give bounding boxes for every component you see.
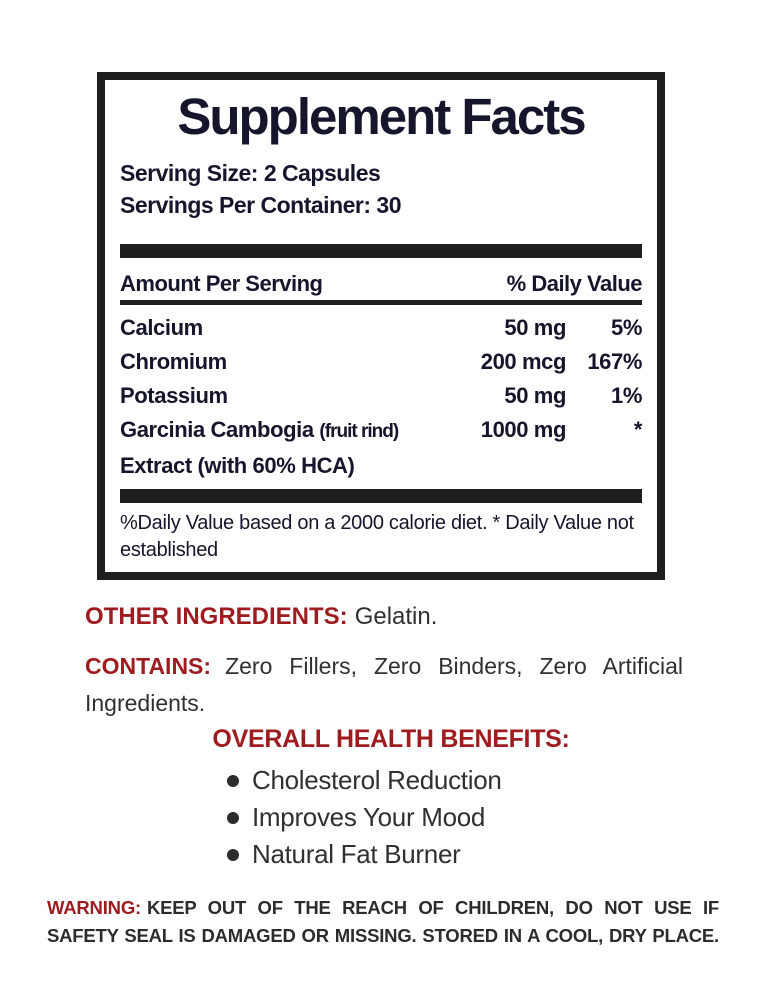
daily-value-footnote: %Daily Value based on a 2000 calorie die…	[120, 512, 634, 561]
table-row: Garcinia Cambogia (fruit rind) 1000 mg *	[120, 413, 642, 449]
divider-bar-bottom	[120, 489, 642, 503]
header-rule	[120, 300, 642, 305]
table-row: Calcium 50 mg 5%	[120, 311, 642, 345]
nutrient-daily-value: 1%	[611, 383, 642, 408]
supplement-facts-panel: Supplement Facts Serving Size: 2 Capsule…	[97, 72, 665, 580]
bullet-icon	[227, 811, 239, 824]
nutrient-amount: 1000 mg	[480, 417, 567, 442]
warning-label: WARNING:	[47, 897, 141, 918]
other-ingredients-section: OTHER INGREDIENTS: Gelatin.	[85, 601, 437, 633]
servings-per-container: Servings Per Container: 30	[120, 192, 402, 218]
list-item: Improves Your Mood	[227, 799, 697, 836]
benefit-text: Improves Your Mood	[252, 802, 486, 832]
nutrient-amount: 50 mg	[504, 315, 566, 340]
bullet-icon	[227, 848, 239, 861]
table-row: Potassium 50 mg 1%	[120, 379, 642, 413]
serving-size: Serving Size: 2 Capsules	[120, 160, 381, 186]
table-row: Chromium 200 mcg 167%	[120, 345, 642, 379]
other-ingredients-value: Gelatin.	[354, 603, 438, 630]
nutrient-name-note: (fruit rind)	[319, 421, 399, 442]
list-item: Natural Fat Burner	[227, 836, 697, 873]
contains-label: CONTAINS:	[85, 653, 212, 679]
nutrient-name: Chromium	[120, 349, 227, 374]
benefit-text: Cholesterol Reduction	[252, 765, 502, 795]
list-item: Cholesterol Reduction	[227, 762, 697, 799]
nutrient-amount: 50 mg	[504, 383, 566, 408]
facts-header-row: Amount Per Serving % Daily Value	[120, 266, 643, 300]
benefit-text: Natural Fat Burner	[252, 839, 461, 869]
warning-section: WARNING: KEEP OUT OF THE REACH OF CHILDRE…	[47, 894, 719, 950]
warning-text: KEEP OUT OF THE REACH OF CHILDREN, DO NO…	[47, 897, 719, 946]
facts-title: Supplement Facts	[177, 88, 586, 145]
other-ingredients-label: OTHER INGREDIENTS:	[85, 603, 348, 630]
nutrient-amount: 200 mcg	[480, 349, 567, 374]
contains-value: Zero Fillers, Zero Binders, Zero Artific…	[85, 653, 683, 716]
contains-section: CONTAINS: Zero Fillers, Zero Binders, Zer…	[85, 648, 683, 722]
nutrient-table: Calcium 50 mg 5% Chromium 200 mcg 167% P…	[120, 311, 642, 483]
amount-per-serving-label: Amount Per Serving	[120, 271, 323, 296]
benefits-list: Cholesterol Reduction Improves Your Mood…	[85, 762, 697, 873]
nutrient-name: Potassium	[120, 383, 228, 408]
bullet-icon	[227, 774, 239, 787]
divider-bar-top	[120, 244, 642, 258]
nutrient-name: Calcium	[120, 315, 203, 340]
daily-value-label: % Daily Value	[506, 271, 643, 296]
nutrient-name-continuation: Extract (with 60% HCA)	[120, 453, 355, 478]
nutrient-daily-value: 5%	[611, 315, 642, 340]
nutrient-name: Garcinia Cambogia (fruit rind)	[120, 417, 399, 442]
nutrient-daily-value: 167%	[587, 349, 642, 374]
benefits-section: OVERALL HEALTH BENEFITS: Cholesterol Red…	[85, 724, 697, 873]
nutrient-daily-value: *	[633, 417, 643, 442]
benefits-heading: OVERALL HEALTH BENEFITS:	[212, 725, 570, 753]
